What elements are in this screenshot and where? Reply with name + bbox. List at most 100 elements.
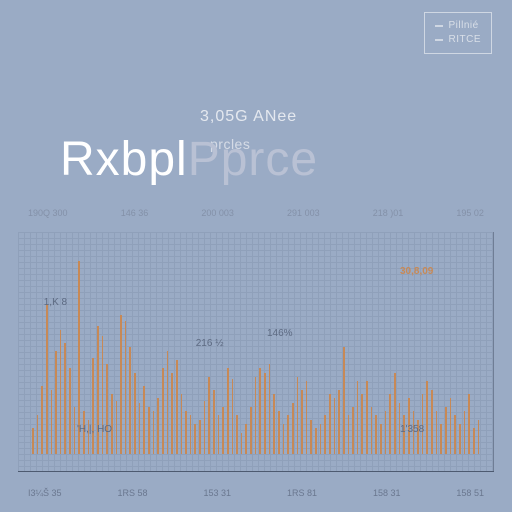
bar (334, 398, 336, 454)
bar (148, 407, 150, 454)
bar (264, 373, 266, 454)
bar (371, 407, 373, 454)
bar (269, 364, 271, 454)
bar (468, 394, 470, 454)
legend-line-1: Pillnié (449, 19, 479, 33)
xtick-top: 200 003 (201, 208, 234, 218)
bar (60, 330, 62, 454)
title-main-ghost: Pprce (188, 133, 318, 186)
bar (208, 377, 210, 454)
chart-inline-label: 216 ½ (194, 338, 226, 349)
title-main-white: Rxbpl (60, 133, 188, 186)
xticks-bottom: I3¼Š 351RS 58153 311RS 81158 31158 51 (28, 488, 484, 498)
bar (343, 347, 345, 454)
xtick-top: 218 )01 (373, 208, 404, 218)
bar (41, 386, 43, 454)
bar (64, 343, 66, 454)
bar (162, 368, 164, 454)
xtick-bottom: 1RS 58 (117, 488, 147, 498)
xtick-top: 195 02 (456, 208, 484, 218)
bar (199, 420, 201, 454)
chart-area: 1,K 8 216 ½ 146% 30,8,09 'H,|, HO 1'358 (18, 232, 494, 472)
bar (324, 415, 326, 454)
bar (222, 407, 224, 454)
bar (37, 415, 39, 454)
bar (297, 377, 299, 454)
bar (218, 415, 220, 454)
bar (301, 390, 303, 454)
bar (134, 373, 136, 454)
bar (366, 381, 368, 454)
xtick-bottom: 153 31 (203, 488, 231, 498)
legend-line-2: RITCE (449, 33, 482, 47)
bar (245, 424, 247, 454)
bar (352, 407, 354, 454)
bar (385, 411, 387, 454)
bar (426, 381, 428, 454)
bar (116, 401, 118, 455)
chart-inline-label: 30,8,09 (398, 266, 435, 277)
bar (143, 386, 145, 454)
chart-inline-label: 146% (265, 328, 295, 339)
bar (459, 424, 461, 454)
bar (389, 394, 391, 454)
bar (380, 424, 382, 454)
bar (357, 381, 359, 454)
legend-box: Pillnié RITCE (424, 12, 493, 54)
bar (69, 368, 71, 454)
bar (283, 424, 285, 454)
bar (320, 424, 322, 454)
xticks-top: 190Q 300146 36200 003291 003218 )01195 0… (28, 208, 484, 218)
chart-inline-label: 1'358 (398, 424, 426, 435)
title-main: RxbplPprce (60, 132, 318, 187)
bar (478, 420, 480, 454)
bar (292, 403, 294, 454)
xtick-bottom: I3¼Š 35 (28, 488, 62, 498)
bar (255, 377, 257, 454)
chart-inline-label: 'H,|, HO (75, 424, 114, 435)
bar (278, 411, 280, 454)
bar (92, 358, 94, 454)
bar (440, 424, 442, 454)
bar (287, 415, 289, 454)
bar (259, 368, 261, 454)
bar (436, 411, 438, 454)
bar (181, 394, 183, 454)
bar (129, 347, 131, 454)
bar (464, 411, 466, 454)
bar (445, 407, 447, 454)
bar (236, 415, 238, 454)
bar (194, 424, 196, 454)
bar (171, 373, 173, 454)
bar (315, 428, 317, 454)
bar (213, 390, 215, 454)
bar (361, 394, 363, 454)
bar (250, 407, 252, 454)
bar (241, 433, 243, 454)
bar (232, 379, 234, 454)
xtick-bottom: 158 51 (456, 488, 484, 498)
legend-swatch (435, 25, 443, 27)
bar (310, 420, 312, 454)
xtick-top: 146 36 (121, 208, 149, 218)
bar (185, 411, 187, 454)
bar (55, 351, 57, 454)
bar (51, 390, 53, 454)
xtick-top: 291 003 (287, 208, 320, 218)
bar (153, 411, 155, 454)
chart-inline-label: 1,K 8 (42, 297, 69, 308)
bar (329, 394, 331, 454)
price-chart-stage: Pillnié RITCE 3,05G ANee prcles RxbplPpr… (0, 0, 512, 512)
bar (204, 401, 206, 455)
bar (120, 315, 122, 454)
title-overline: 3,05G ANee (200, 108, 318, 126)
bar (167, 351, 169, 454)
bar (32, 428, 34, 454)
bar (473, 428, 475, 454)
bar (375, 415, 377, 454)
bar (450, 398, 452, 454)
bar (106, 364, 108, 454)
bar (46, 304, 48, 454)
bar (394, 373, 396, 454)
xtick-bottom: 158 31 (373, 488, 401, 498)
